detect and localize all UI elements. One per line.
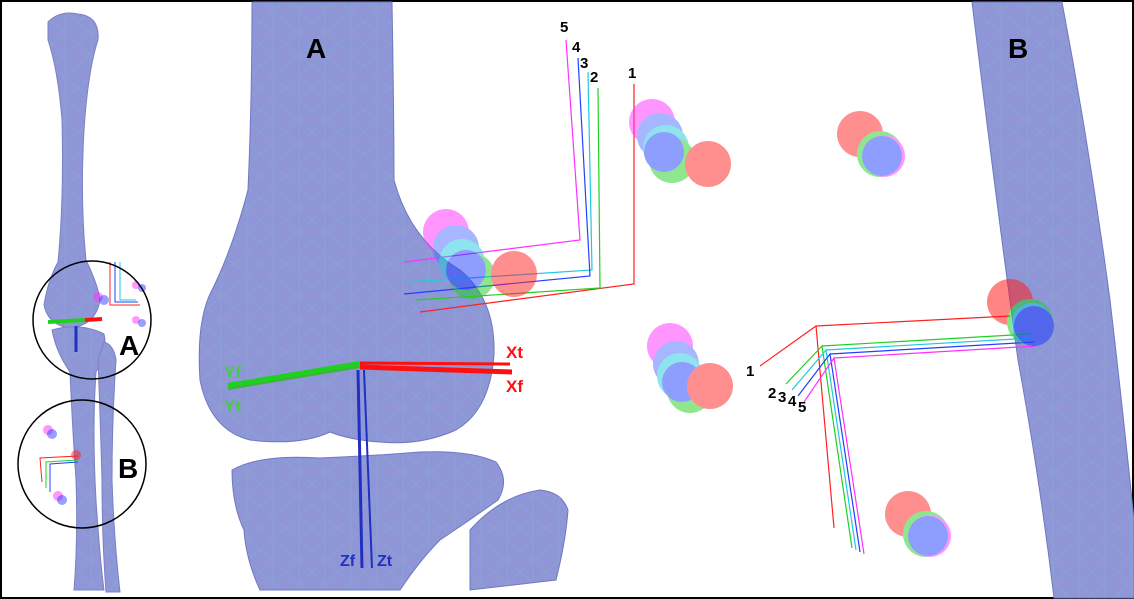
panel-a: Xt Xf Yf Yt Zf Zt 1 2 3 4 5 — [198, 1, 733, 591]
x-axis-femur — [359, 364, 513, 375]
label-y-tibia: Yt — [224, 397, 241, 416]
frame-a-label-2: 2 — [590, 69, 598, 86]
callout-label-b: B — [118, 453, 138, 484]
y-axis-tibia — [227, 366, 361, 390]
femur-condyles — [198, 1, 495, 444]
frame-b-1-down — [815, 325, 835, 529]
panel-b: 1 2 3 4 5 B — [746, 1, 1134, 599]
x-axis-tibia — [359, 361, 511, 366]
tibia-shaft — [971, 1, 1134, 599]
frame-a-label-1: 1 — [628, 65, 636, 82]
callout-circle-b — [17, 399, 147, 529]
z-axis-tibia — [363, 369, 373, 569]
label-x-tibia: Xt — [506, 343, 523, 362]
marker-cluster-lower — [647, 323, 733, 413]
overview-leg: A B — [17, 12, 152, 593]
marker-cluster-knee — [423, 209, 537, 299]
panel-b-label: B — [1008, 33, 1028, 64]
tibial-plateau — [231, 451, 504, 591]
frame-a-1 — [419, 84, 635, 313]
frame-b-label-3: 3 — [778, 389, 786, 406]
callout-circle-a — [32, 260, 152, 380]
marker-frames-b — [759, 315, 1037, 555]
marker-cluster-shaft-mid — [987, 279, 1054, 346]
overview-frames-a — [47, 262, 146, 352]
label-z-tibia: Zt — [377, 553, 393, 570]
overview-frames-b — [39, 425, 81, 505]
y-axis-femur — [227, 361, 361, 389]
marker-cluster-shaft-top — [837, 111, 905, 177]
overview-fibula — [97, 341, 121, 593]
frame-a-label-5: 5 — [560, 19, 568, 36]
frame-a-label-4: 4 — [572, 39, 581, 56]
callout-label-a: A — [119, 330, 139, 361]
frame-b-label-2: 2 — [768, 385, 776, 402]
marker-cluster-upper — [629, 99, 731, 187]
label-y-femur: Yf — [224, 363, 241, 382]
frame-a-label-3: 3 — [580, 55, 588, 72]
frame-b-label-4: 4 — [788, 393, 797, 410]
frame-b-label-5: 5 — [798, 399, 806, 416]
frame-b-label-1: 1 — [746, 363, 754, 380]
panel-a-label: A — [306, 33, 326, 64]
fibula-head — [469, 489, 569, 591]
label-z-femur: Zf — [340, 553, 356, 570]
z-axis-femur — [356, 369, 364, 569]
marker-cluster-shaft-bottom — [885, 491, 951, 557]
label-x-femur: Xf — [506, 377, 523, 396]
